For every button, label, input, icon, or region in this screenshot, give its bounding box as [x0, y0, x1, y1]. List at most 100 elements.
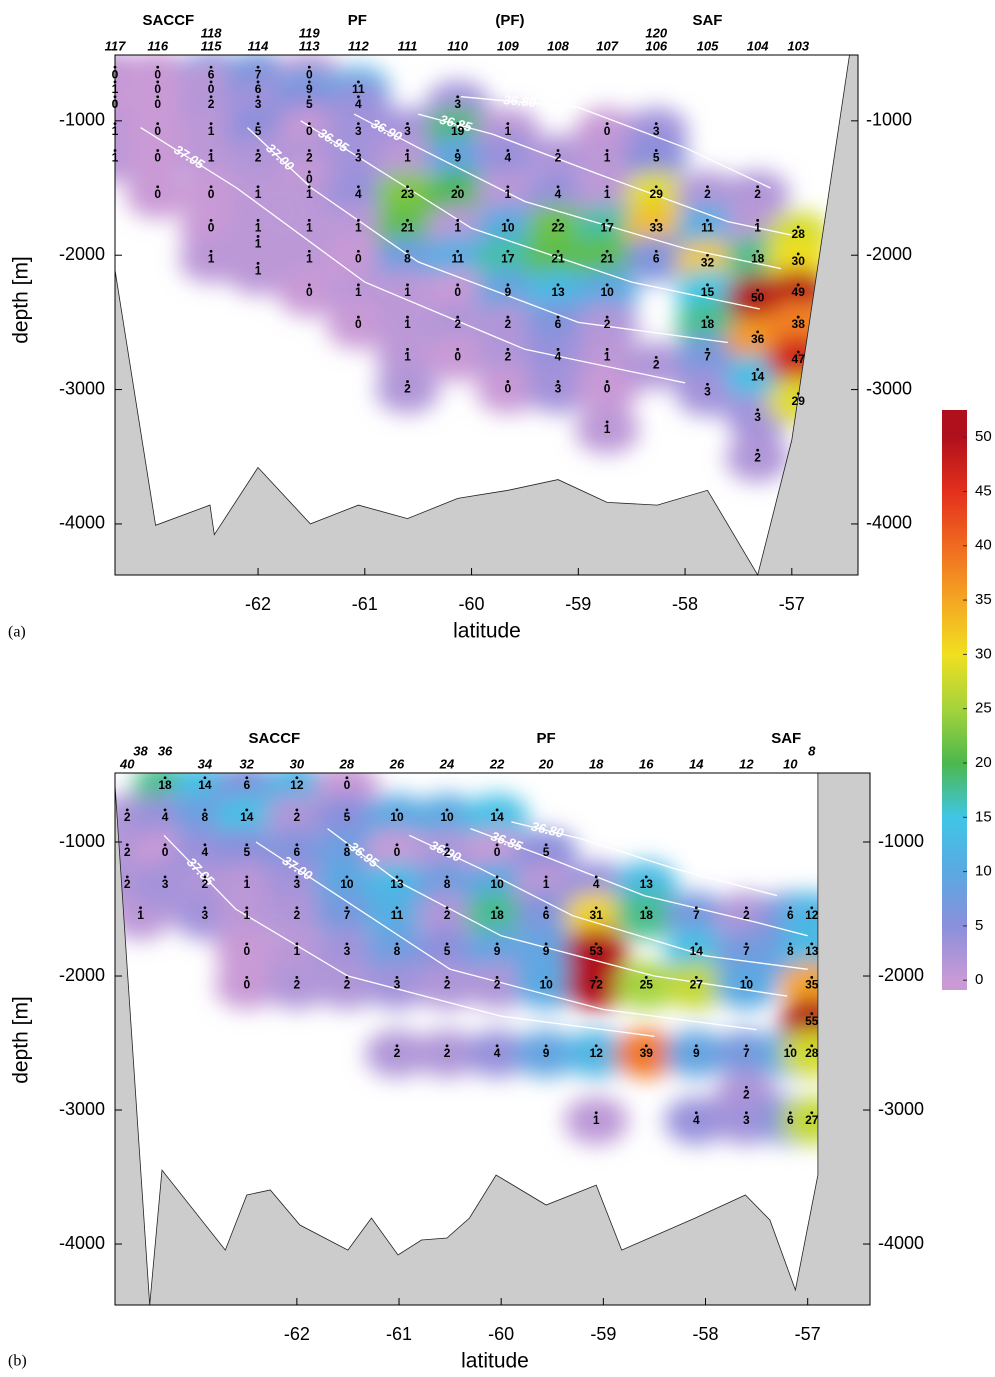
- field-cell: [214, 927, 279, 976]
- sample-dot: [605, 218, 609, 222]
- sample-dot: [203, 906, 207, 910]
- y-tick-label-right: -3000: [866, 378, 912, 398]
- value-label: 13: [390, 877, 404, 891]
- isopycnal: [140, 127, 686, 384]
- sample-dot: [125, 808, 129, 812]
- sample-dot: [694, 1111, 698, 1115]
- station-label: 105: [697, 38, 719, 53]
- sample-dot: [256, 122, 260, 125]
- field-cell: [364, 927, 429, 976]
- value-label: 0: [306, 285, 313, 299]
- value-label: 1: [243, 877, 250, 891]
- sample-dot: [495, 1044, 499, 1048]
- isopycnal: [300, 120, 760, 310]
- field-cell: [264, 891, 329, 940]
- value-label: 2: [754, 187, 761, 201]
- value-label: 0: [306, 172, 313, 186]
- sample-dot: [506, 218, 510, 222]
- field-cell: [226, 170, 291, 219]
- sample-dot: [295, 942, 299, 946]
- sample-dot: [644, 1044, 648, 1048]
- panel-label: (b): [8, 1353, 27, 1370]
- sample-dot: [605, 380, 609, 383]
- x-tick-label: -60: [459, 594, 485, 614]
- value-label: 1: [454, 221, 461, 235]
- value-label: 8: [444, 877, 451, 891]
- value-label: 10: [501, 221, 515, 235]
- colorbar-tick-label: 45: [975, 482, 992, 499]
- value-label: 8: [202, 810, 209, 824]
- field-cell: [425, 170, 490, 219]
- sample-dot: [345, 906, 349, 910]
- field-cell: [226, 134, 291, 183]
- value-label: 11: [451, 251, 464, 265]
- x-tick-label: -60: [488, 1324, 514, 1344]
- sample-dot: [345, 776, 349, 780]
- value-label: 1: [604, 422, 611, 436]
- field-cell: [375, 235, 440, 284]
- value-label: 2: [704, 187, 711, 201]
- field-cell: [326, 301, 391, 350]
- field-cell: [575, 235, 640, 284]
- sample-dot: [456, 249, 460, 253]
- value-label: 3: [355, 124, 362, 138]
- field-cell: [277, 268, 342, 317]
- sample-dot: [706, 283, 709, 287]
- value-label: 21: [401, 221, 415, 235]
- sample-dot: [356, 80, 360, 84]
- sample-dot: [654, 185, 658, 189]
- front-label: (PF): [495, 12, 524, 29]
- value-label: 14: [240, 810, 254, 824]
- station-label: 114: [248, 38, 269, 53]
- sample-dot: [694, 906, 698, 910]
- sample-dot: [456, 283, 460, 287]
- value-label: 0: [454, 349, 461, 363]
- field-cell: [264, 927, 329, 976]
- value-label: 0: [154, 124, 161, 138]
- sample-dot: [256, 218, 260, 222]
- y-tick-label: -4000: [59, 1233, 105, 1253]
- sample-dot: [356, 185, 360, 189]
- y-tick-label: -3000: [59, 378, 105, 398]
- value-label: 0: [154, 97, 161, 111]
- value-label: 2: [124, 877, 131, 891]
- value-label: 28: [792, 227, 806, 241]
- sample-dot: [245, 843, 249, 847]
- value-label: 6: [787, 1113, 794, 1127]
- value-label: 36: [751, 332, 765, 346]
- value-label: 1: [306, 251, 313, 265]
- field-cell: [415, 793, 480, 842]
- isopycnal: [418, 113, 792, 236]
- value-label: 20: [451, 187, 465, 201]
- field-blur: [115, 55, 831, 483]
- value-label: 2: [255, 151, 262, 165]
- sample-dot: [744, 1111, 748, 1115]
- field-cell: [214, 961, 279, 1010]
- field-cell: [664, 927, 729, 976]
- value-label: 4: [693, 1113, 700, 1127]
- value-label: 2: [604, 317, 611, 331]
- bottom-topography: [114, 772, 871, 1306]
- field-cell: [664, 1096, 729, 1145]
- sample-dot: [345, 975, 349, 979]
- value-label: 1: [505, 187, 512, 201]
- sample-dot: [445, 942, 449, 946]
- sample-dot: [594, 1111, 598, 1115]
- value-label: 1: [243, 908, 250, 922]
- value-label: 5: [243, 845, 250, 859]
- field-cell: [214, 793, 279, 842]
- value-label: 23: [401, 187, 415, 201]
- sample-dot: [506, 185, 510, 189]
- y-tick-label-right: -2000: [866, 244, 912, 264]
- sample-dot: [245, 906, 249, 910]
- value-label: 3: [344, 944, 351, 958]
- value-label: 0: [306, 67, 313, 81]
- sample-dot: [605, 249, 609, 253]
- sample-dot: [506, 149, 510, 152]
- value-label: 3: [394, 978, 401, 992]
- field-cell: [514, 1029, 579, 1078]
- sample-dot: [556, 283, 560, 287]
- station-label: 36: [158, 743, 173, 758]
- sample-dot: [756, 218, 760, 222]
- value-label: 0: [355, 317, 362, 331]
